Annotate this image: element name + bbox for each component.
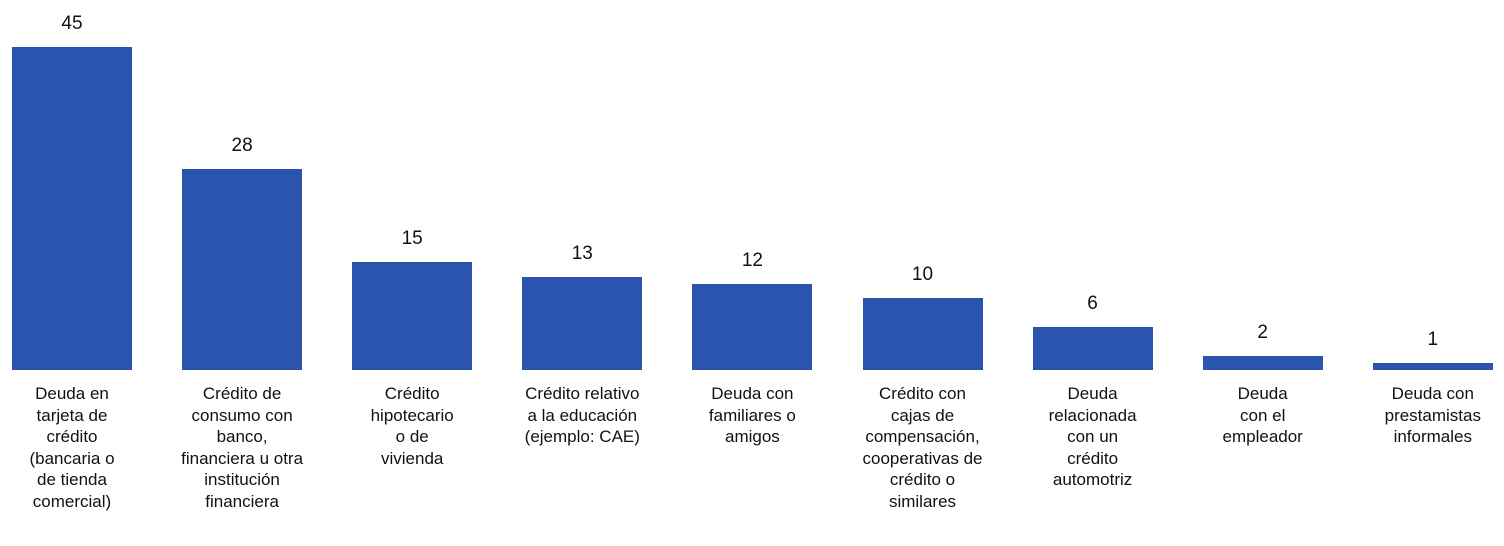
x-tick-label: Deuda con familiares o amigos xyxy=(708,384,796,446)
data-label: 28 xyxy=(231,135,253,157)
data-label: 13 xyxy=(571,242,593,264)
data-label: 45 xyxy=(61,13,83,34)
bar xyxy=(12,47,132,370)
data-label: 12 xyxy=(741,249,763,271)
bar xyxy=(862,298,983,370)
bar xyxy=(522,276,643,370)
bar xyxy=(692,283,813,370)
x-tick-label: Crédito de consumo con banco, financiera… xyxy=(181,384,304,511)
x-tick-label: Crédito hipotecario o de vivienda xyxy=(370,384,454,468)
bar xyxy=(1372,362,1493,370)
bar xyxy=(1202,355,1323,370)
bar xyxy=(182,169,303,370)
x-tick-label: Crédito relativo a la educación (ejemplo… xyxy=(524,384,640,446)
x-tick-label: Deuda en tarjeta de crédito (bancaria o … xyxy=(29,384,115,511)
x-tick-label: Crédito con cajas de compensación, coope… xyxy=(862,384,983,511)
bar xyxy=(352,262,473,370)
data-label: 15 xyxy=(401,228,423,250)
x-tick-label: Deuda con prestamistas informales xyxy=(1384,384,1481,446)
bar xyxy=(1032,326,1153,370)
x-tick-label: Deuda con el empleador xyxy=(1222,384,1303,446)
x-tick-label: Deuda relacionada con un crédito automot… xyxy=(1048,384,1137,489)
data-label: 6 xyxy=(1087,292,1098,314)
data-label: 10 xyxy=(911,264,934,286)
data-label: 1 xyxy=(1427,328,1439,350)
data-label: 2 xyxy=(1257,321,1268,343)
